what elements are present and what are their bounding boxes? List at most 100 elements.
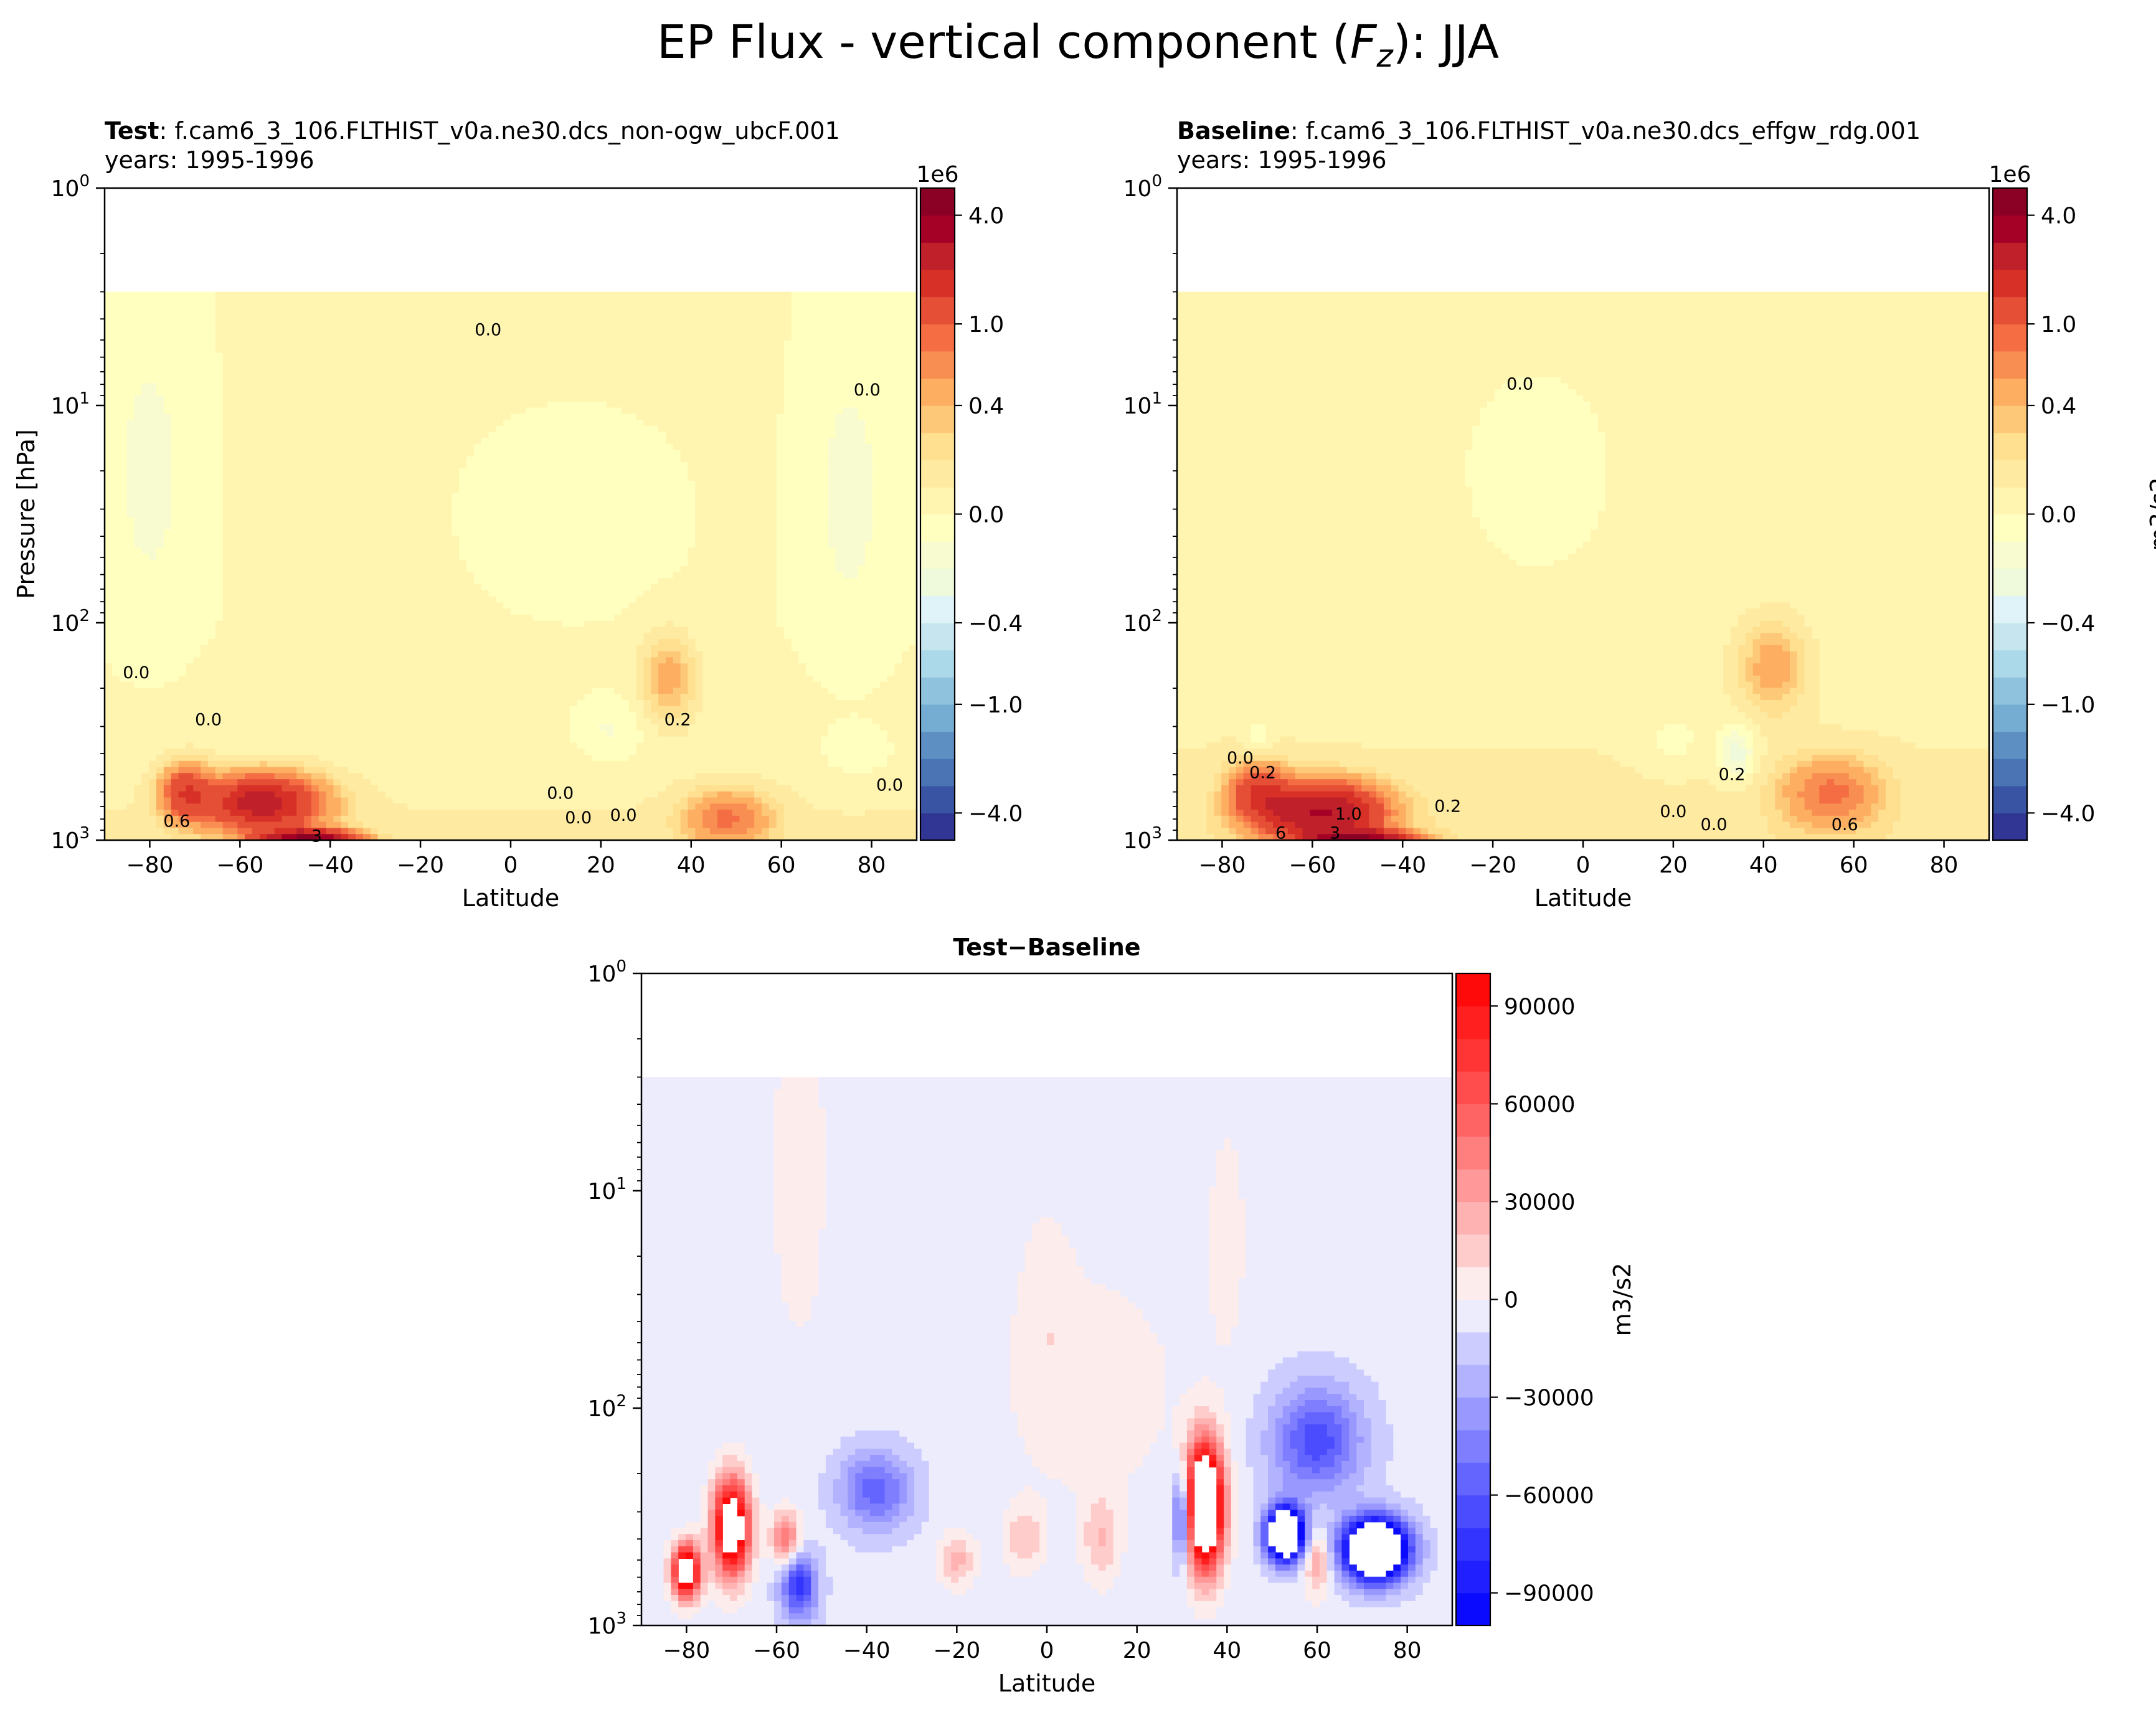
colorbar-segment xyxy=(1456,1592,1490,1626)
panel-subtitle: years: 1995-1996 xyxy=(105,146,314,174)
contour-label: 3 xyxy=(311,826,322,846)
colorbar-segment xyxy=(1993,568,2027,596)
contour-label: 0.0 xyxy=(1506,375,1533,394)
colorbar-segment xyxy=(920,296,955,324)
colorbar-tick-label: −60000 xyxy=(1504,1483,1594,1509)
colorbar-segment xyxy=(920,324,955,352)
colorbar-segment xyxy=(1993,813,2027,841)
panel-title-bold: Baseline xyxy=(1177,117,1290,144)
contour-label: 0.2 xyxy=(1434,797,1461,816)
x-tick-label: 80 xyxy=(1393,1638,1422,1663)
colorbar-segment xyxy=(920,541,955,569)
x-tick-label: 40 xyxy=(1749,853,1778,878)
heatmap-field xyxy=(105,291,917,840)
contour-label: 3 xyxy=(1330,824,1340,843)
colorbar-segment xyxy=(1456,1365,1490,1398)
colorbar-segment xyxy=(1456,1332,1490,1365)
colorbar-segment xyxy=(1993,242,2027,270)
colorbar-segment xyxy=(920,731,955,759)
colorbar-tick-label: 30000 xyxy=(1504,1190,1576,1215)
colorbar-tick-label: 0.0 xyxy=(968,503,1004,528)
contour-label: 0.0 xyxy=(123,663,149,683)
colorbar-segment xyxy=(1993,595,2027,623)
y-tick-label: 103 xyxy=(51,824,90,854)
colorbar-segment xyxy=(1993,378,2027,406)
colorbar-segment xyxy=(1993,324,2027,352)
colorbar-segment xyxy=(1456,1267,1490,1300)
colorbar-segment xyxy=(920,759,955,787)
colorbar-segment xyxy=(920,486,955,515)
colorbar-segment xyxy=(920,514,955,542)
x-tick-label: −60 xyxy=(753,1638,800,1663)
contour-label: 0.0 xyxy=(1227,749,1254,768)
colorbar-segment xyxy=(920,269,955,298)
x-tick-label: 20 xyxy=(587,853,615,878)
x-tick-label: 0 xyxy=(1576,853,1591,878)
panel-title-case: : f.cam6_3_106.FLTHIST_v0a.ne30.dcs_effg… xyxy=(1290,117,1921,144)
colorbar-tick-label: −0.4 xyxy=(968,611,1023,636)
colorbar-tick-label: −4.0 xyxy=(968,801,1023,826)
colorbar-segment xyxy=(1993,188,2027,216)
y-tick-label: 102 xyxy=(51,607,90,636)
x-tick-label: 0 xyxy=(1040,1638,1054,1663)
contour-label: 1.0 xyxy=(1335,805,1362,824)
contour-label: 0.0 xyxy=(565,808,592,828)
panel-title-case: −Baseline xyxy=(1008,934,1141,961)
colorbar-segment xyxy=(920,432,955,460)
y-tick-label: 100 xyxy=(51,172,90,202)
colorbar-segment xyxy=(1993,215,2027,243)
colorbar: 4.0 1.0 0.4 0.0 −0.4 −1.0 −4.0 1e6 xyxy=(917,162,1023,841)
colorbar-tick-label: 0 xyxy=(1504,1288,1518,1313)
baseline-panel: Baseline: f.cam6_3_106.FLTHIST_v0a.ne30.… xyxy=(1123,117,2156,912)
x-tick-label: −40 xyxy=(843,1638,891,1663)
colorbar-segment xyxy=(1993,351,2027,379)
figure-title: EP Flux - vertical component (Fz): JJA xyxy=(657,16,1499,74)
colorbar-segment xyxy=(1456,1071,1490,1104)
contour-label: 0.2 xyxy=(1249,763,1276,782)
x-tick-label: 60 xyxy=(767,853,796,878)
colorbar-segment xyxy=(1456,1038,1490,1072)
colorbar-segment xyxy=(1456,1104,1490,1137)
x-tick-label: 20 xyxy=(1659,853,1688,878)
difference-panel: Test−Baseline −80 −60 −40 −20 0 20 40 60 80 Latitu… xyxy=(588,934,1636,1697)
colorbar-segment xyxy=(920,405,955,433)
contour-label: 0.6 xyxy=(1832,815,1858,835)
y-axis-label: Pressure [hPa] xyxy=(12,429,40,599)
panel-title-case: : f.cam6_3_106.FLTHIST_v0a.ne30.dcs_non-… xyxy=(159,117,839,144)
x-tick-label: −20 xyxy=(397,853,444,878)
panel-title: Baseline: f.cam6_3_106.FLTHIST_v0a.ne30.… xyxy=(1177,117,1921,144)
colorbar-segment xyxy=(1456,1136,1490,1170)
colorbar-tick-label: 0.4 xyxy=(2041,394,2076,419)
colorbar-segment xyxy=(1456,1560,1490,1594)
x-tick-label: 60 xyxy=(1303,1638,1331,1663)
colorbar-tick-label: −1.0 xyxy=(2041,693,2095,718)
colorbar-segment xyxy=(1456,1169,1490,1203)
colorbar-segment xyxy=(1456,1429,1490,1463)
x-axis-label: Latitude xyxy=(1534,884,1632,912)
x-tick-label: −80 xyxy=(663,1638,710,1663)
colorbar-segment xyxy=(1993,785,2027,813)
colorbar-tick-label: 4.0 xyxy=(968,204,1004,229)
colorbar-segment xyxy=(1993,677,2027,705)
colorbar-tick-label: −1.0 xyxy=(968,693,1023,718)
contour-label: 0.0 xyxy=(1660,802,1686,821)
x-tick-label: −80 xyxy=(1198,853,1246,878)
colorbar-tick-label: 1.0 xyxy=(968,312,1004,338)
colorbar-segment xyxy=(920,188,955,216)
x-tick-label: 20 xyxy=(1123,1638,1151,1663)
x-tick-label: −20 xyxy=(1469,853,1516,878)
x-axis-label: Latitude xyxy=(462,884,559,912)
colorbar-tick-label: −4.0 xyxy=(2041,801,2095,826)
colorbar-tick-label: 60000 xyxy=(1504,1092,1576,1117)
x-tick-label: 80 xyxy=(1930,853,1959,878)
panel-title: Test−Baseline xyxy=(953,934,1140,961)
x-axis-label: Latitude xyxy=(998,1670,1095,1697)
heatmap-field xyxy=(1177,291,1989,840)
colorbar-segment xyxy=(1456,1006,1490,1039)
x-tick-label: −80 xyxy=(126,853,173,878)
colorbar-segment xyxy=(1456,1527,1490,1561)
colorbar-tick-label: 0.4 xyxy=(968,394,1004,419)
colorbar-segment xyxy=(920,242,955,270)
colorbar-segment xyxy=(920,650,955,678)
